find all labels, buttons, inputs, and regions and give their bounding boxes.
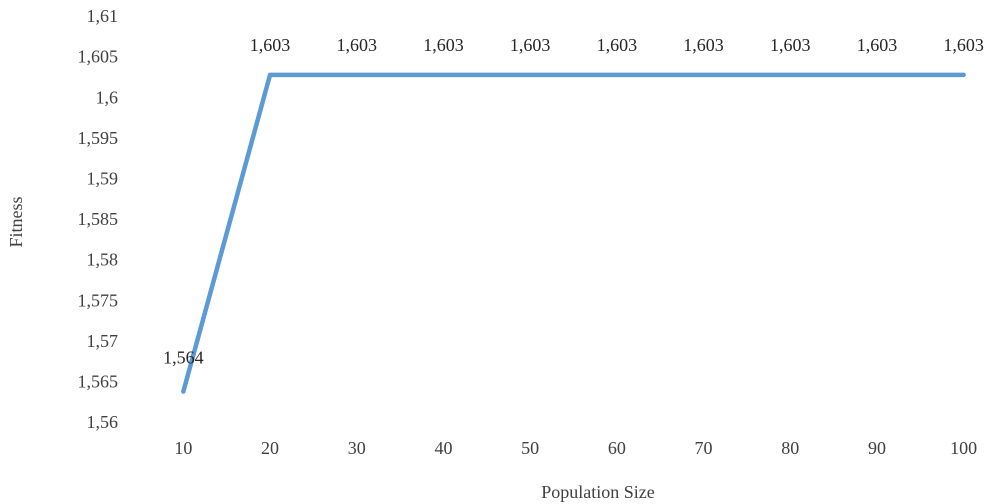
x-tick-label: 60: [608, 438, 626, 458]
y-tick-label: 1,56: [87, 412, 119, 432]
data-label: 1,603: [683, 35, 724, 55]
data-label: 1,603: [510, 35, 551, 55]
line: [181, 72, 966, 394]
x-axis-title: Population Size: [541, 482, 655, 502]
x-tick-label: 50: [521, 438, 539, 458]
x-tick-label: 90: [868, 438, 886, 458]
x-tick-label: 70: [695, 438, 713, 458]
data-label: 1,564: [163, 348, 204, 368]
data-label: 1,603: [423, 35, 464, 55]
y-tick-label: 1,57: [87, 331, 119, 351]
data-label: 1,603: [857, 35, 898, 55]
y-tick-label: 1,585: [78, 209, 119, 229]
data-label: 1,603: [770, 35, 811, 55]
data-label: 1,603: [250, 35, 291, 55]
data-label: 1,603: [597, 35, 638, 55]
y-axis-title: Fitness: [6, 196, 26, 247]
x-tick-label: 80: [781, 438, 799, 458]
y-tick-label: 1,58: [87, 250, 119, 270]
x-tick-label: 30: [348, 438, 366, 458]
y-tick-label: 1,6: [96, 87, 119, 107]
y-tick-label: 1,595: [78, 128, 119, 148]
x-tick-label: 10: [174, 438, 192, 458]
data-label: 1,603: [943, 35, 984, 55]
x-tick-label: 100: [950, 438, 977, 458]
y-tick-label: 1,59: [87, 169, 119, 189]
x-tick-label: 40: [434, 438, 452, 458]
x-tick-label: 20: [261, 438, 279, 458]
y-tick-label: 1,61: [87, 6, 119, 26]
y-tick-label: 1,605: [78, 47, 119, 67]
y-tick-label: 1,575: [78, 290, 119, 310]
y-tick-label: 1,565: [78, 372, 119, 392]
data-label: 1,603: [337, 35, 378, 55]
